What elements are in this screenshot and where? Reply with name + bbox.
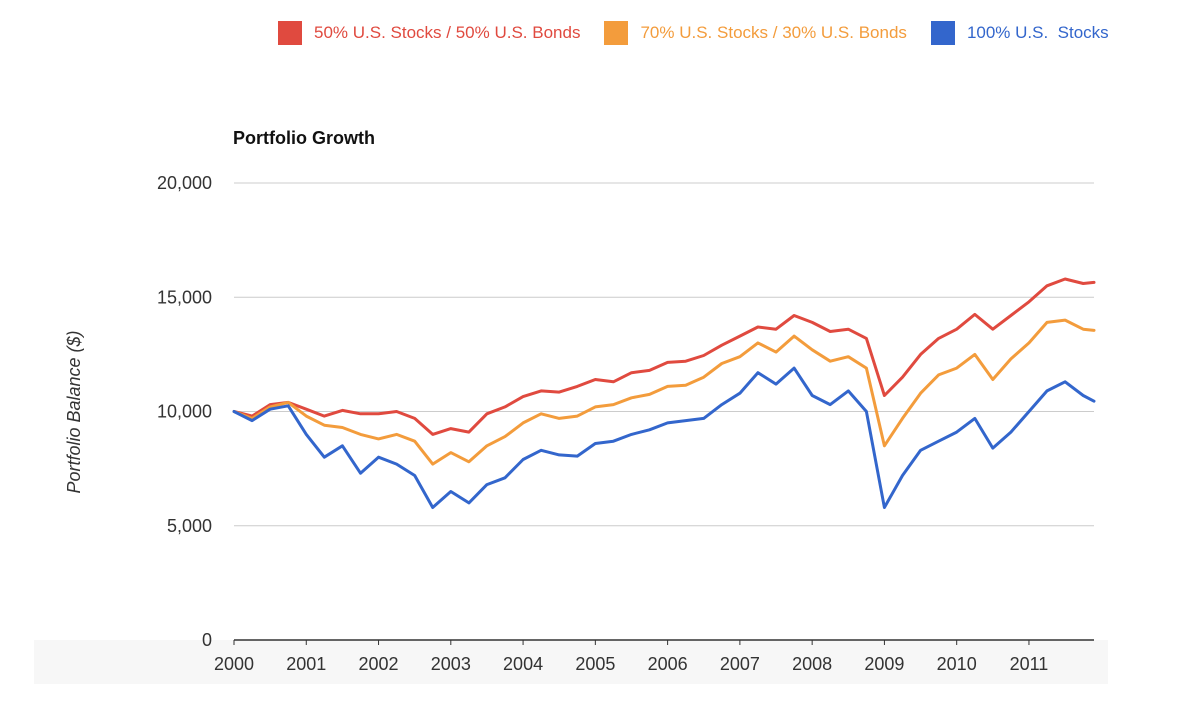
legend-item-50-50[interactable]: 50% U.S. Stocks / 50% U.S. Bonds xyxy=(278,21,580,45)
x-tick-label: 2000 xyxy=(214,654,254,674)
series-line-50-50 xyxy=(232,277,1096,436)
legend-label: 70% U.S. Stocks / 30% U.S. Bonds xyxy=(640,23,907,42)
x-tick-label: 2002 xyxy=(359,654,399,674)
series-line-100-stocks xyxy=(232,366,1096,509)
series-lines xyxy=(232,277,1096,509)
x-tick-label: 2001 xyxy=(286,654,326,674)
legend-orange-swatch-icon xyxy=(604,21,629,45)
x-tick-label: 2009 xyxy=(864,654,904,674)
y-tick-label: 15,000 xyxy=(157,287,212,307)
y-axis-title: Portfolio Balance ($) xyxy=(64,330,84,493)
x-tick-label: 2004 xyxy=(503,654,543,674)
x-tick-label: 2007 xyxy=(720,654,760,674)
series-line-70-30 xyxy=(232,318,1096,466)
x-tick-label: 2003 xyxy=(431,654,471,674)
chart-title: Portfolio Growth xyxy=(233,128,375,148)
legend-item-70-30[interactable]: 70% U.S. Stocks / 30% U.S. Bonds xyxy=(604,21,907,45)
y-tick-label: 20,000 xyxy=(157,173,212,193)
x-tick-label: 2008 xyxy=(792,654,832,674)
legend: 50% U.S. Stocks / 50% U.S. Bonds 70% U.S… xyxy=(278,20,1133,46)
x-tick-label: 2011 xyxy=(1010,654,1049,674)
x-tick-label: 2006 xyxy=(648,654,688,674)
chart-footer-band xyxy=(34,640,1108,684)
y-tick-label: 5,000 xyxy=(167,516,212,536)
grid xyxy=(234,182,1094,641)
x-axis-ticks: 2000 2001 2002 2003 2004 2005 2006 2007 2008 2009… xyxy=(214,640,1048,674)
legend-red-swatch-icon xyxy=(278,21,302,45)
legend-item-100-stocks[interactable]: 100% U.S. Stocks xyxy=(930,21,1109,45)
legend-label: 50% U.S. Stocks / 50% U.S. Bonds xyxy=(314,23,581,42)
legend-blue-swatch-icon xyxy=(930,21,955,45)
y-tick-label: 10,000 xyxy=(157,402,212,422)
x-tick-label: 2010 xyxy=(937,654,977,674)
x-tick-label: 2005 xyxy=(575,654,615,674)
y-axis-ticks: 0 5,000 10,000 15,000 20,000 xyxy=(157,173,212,650)
legend-label: 100% U.S. Stocks xyxy=(966,23,1109,42)
y-tick-label: 0 xyxy=(202,630,212,650)
